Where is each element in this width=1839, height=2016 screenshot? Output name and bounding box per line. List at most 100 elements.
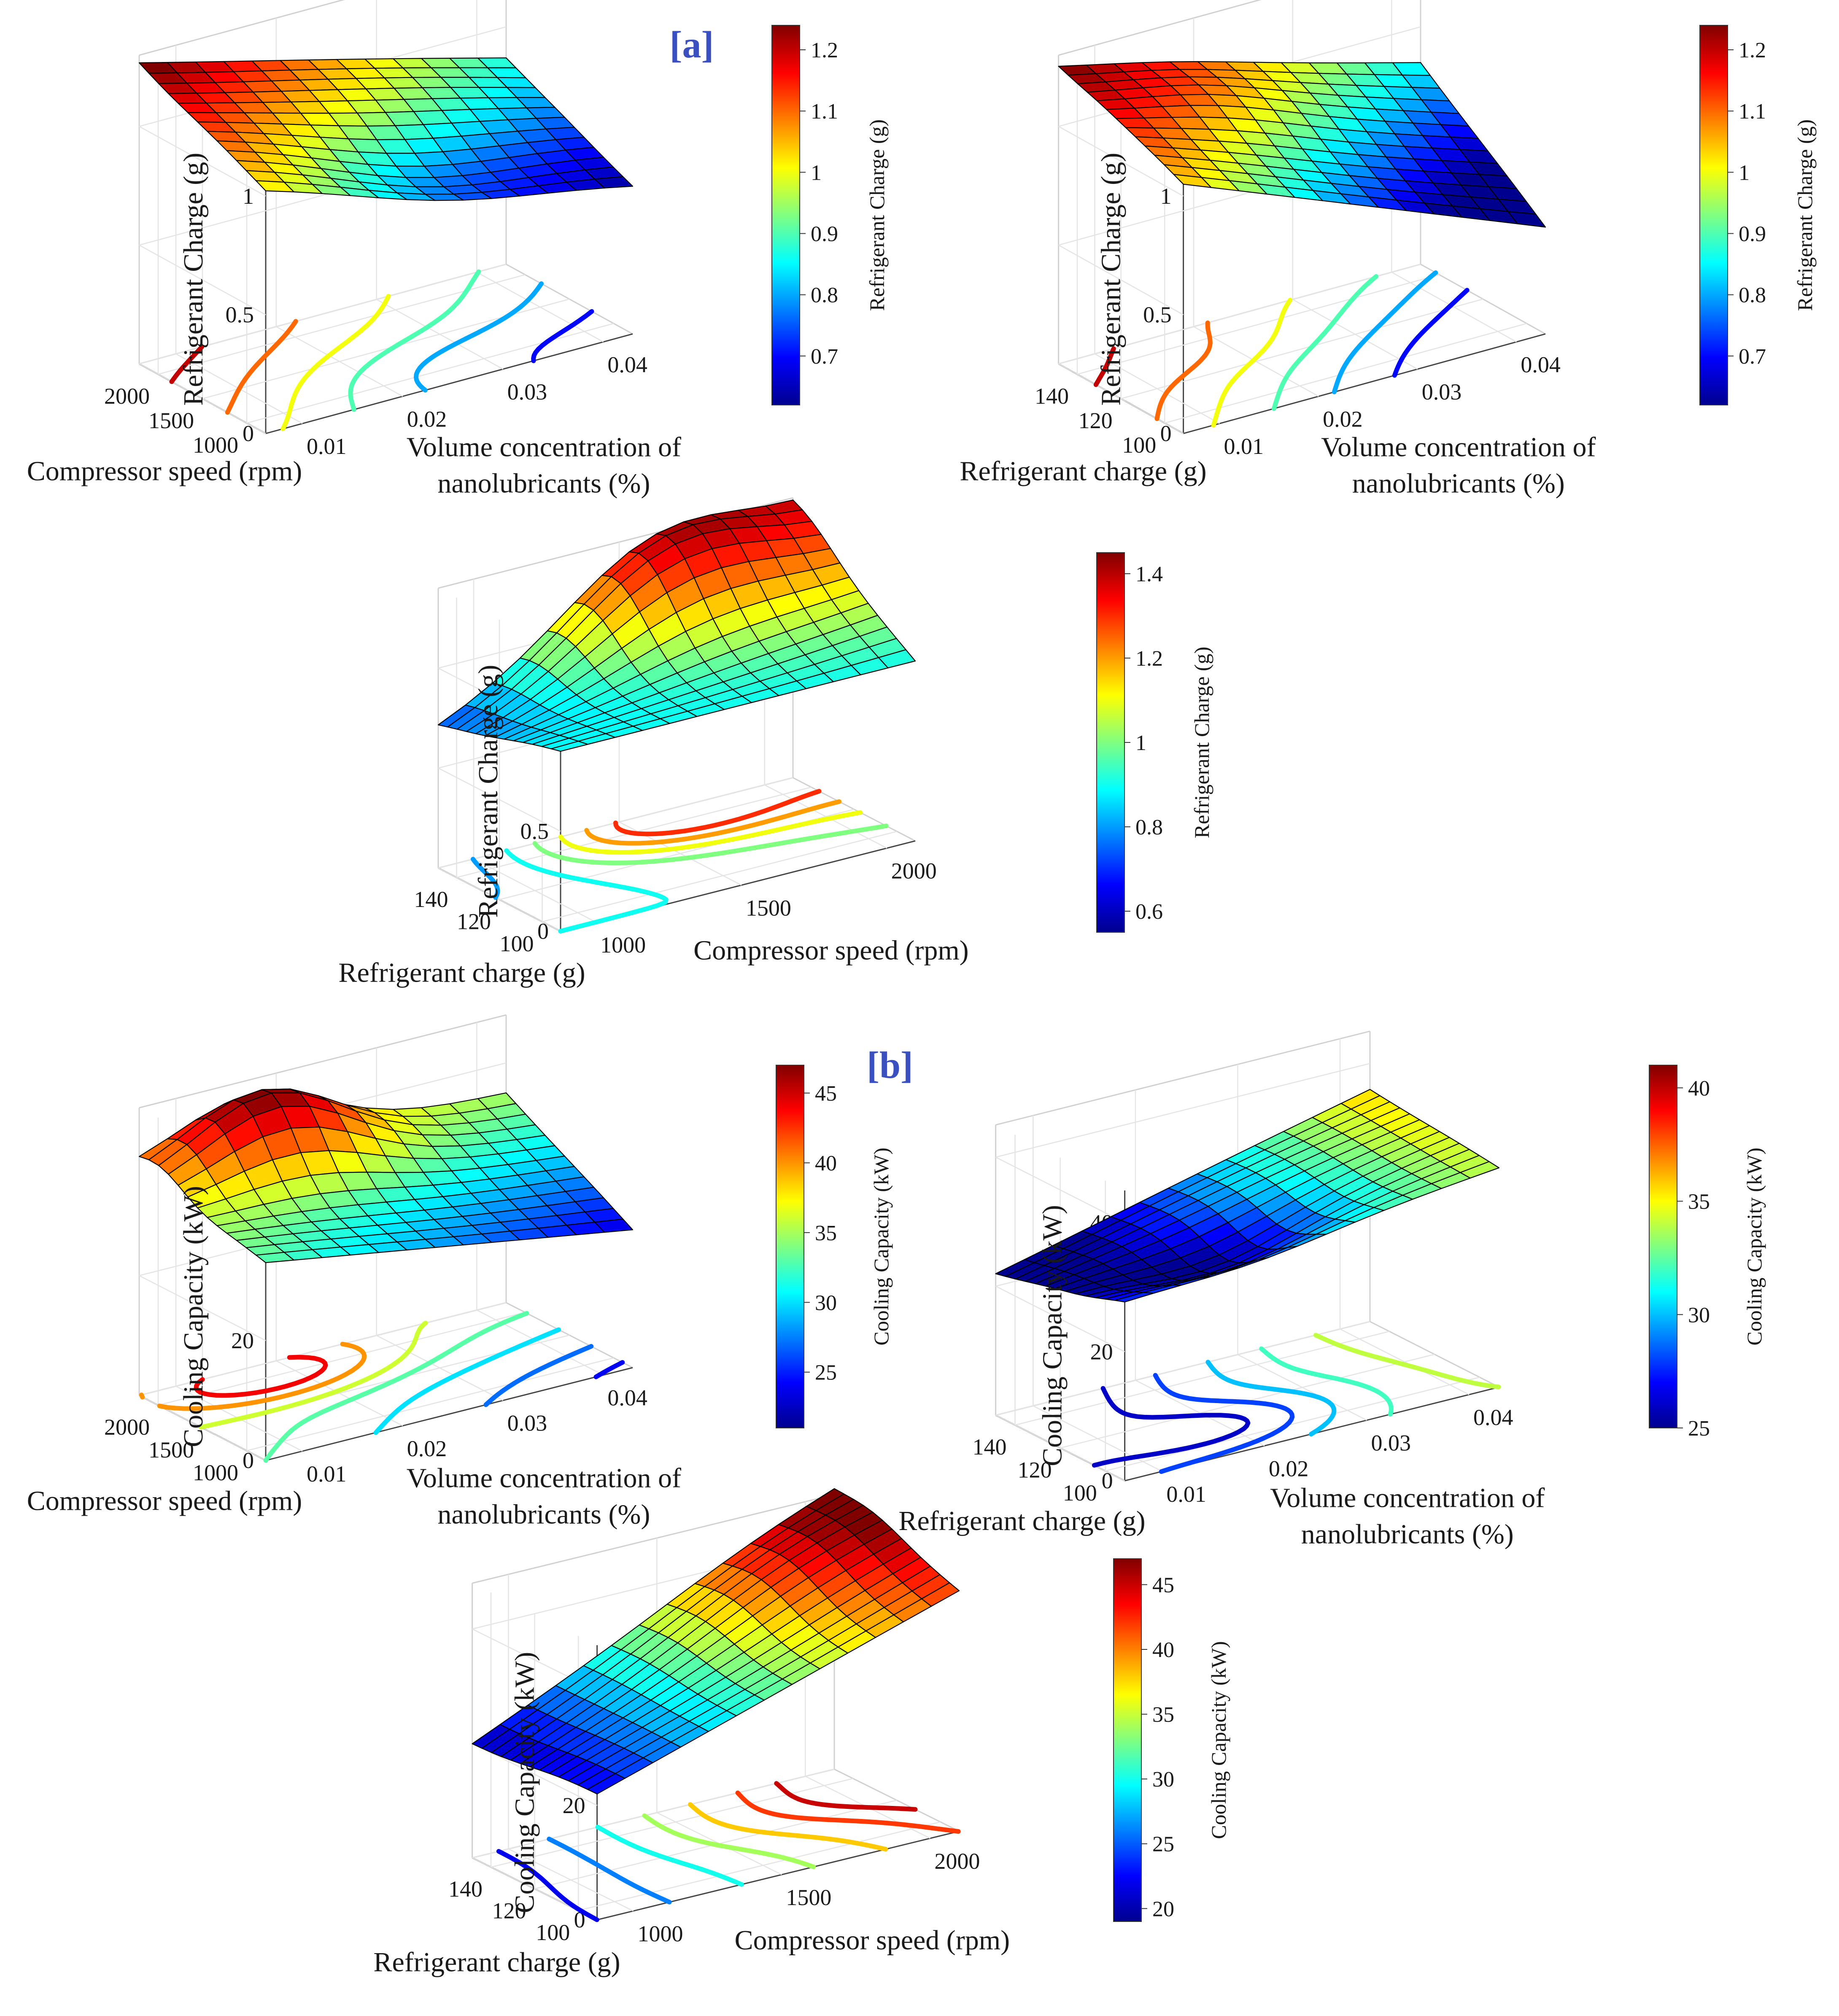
z-tick-label: 1	[243, 184, 254, 209]
colorbar-bar	[1113, 1558, 1142, 1922]
y-axis-line	[597, 1830, 960, 1921]
contour-line	[483, 1344, 594, 1407]
contour-line	[280, 294, 391, 431]
x-tick-label: 1000	[193, 432, 238, 458]
x-tick-label: 100	[1063, 1480, 1097, 1506]
contour-line	[199, 1320, 428, 1430]
colorbar-label: Refrigerant Charge (g)	[1793, 119, 1817, 311]
colorbar-tick-label: 1.1	[1739, 100, 1766, 124]
colorbar: 0.7 0.8 0.9 1 1.1 1.2 Refrigerant Charge (g)	[771, 25, 889, 405]
y-gridline	[476, 272, 604, 343]
colorbar-tick-label: 0.7	[811, 345, 838, 369]
colorbar-tick-label: 40	[1152, 1638, 1174, 1662]
y-gridline	[1237, 1354, 1367, 1421]
contour-line	[593, 1360, 625, 1379]
x-tick-label: 1500	[148, 408, 194, 433]
y-tick-label: 0.01	[1224, 434, 1264, 459]
x-tick-label: 1500	[148, 1437, 194, 1463]
z-axis-label: Refrigerant Charge (g)	[1096, 153, 1127, 406]
x-axis-label: Refrigerant charge (g)	[338, 958, 585, 988]
chart-panel-3: 0 0.5 1 100 120 140 1000 1500 2000 Refrigerant Ch…	[338, 497, 1213, 988]
colorbar-bar	[1649, 1065, 1677, 1428]
y-tick-label: 0.04	[1521, 352, 1561, 377]
y-gridline	[476, 1309, 604, 1376]
colorbar-tick-label: 1.2	[811, 38, 838, 62]
floor-contours	[1093, 270, 1470, 428]
colorbar-tick-label: 40	[815, 1152, 837, 1176]
x-gridline	[1077, 274, 1440, 375]
y-tick-label: 0.03	[507, 379, 547, 405]
y-axis-label: Compressor speed (rpm)	[693, 935, 969, 966]
y-tick-label: 0.04	[607, 1385, 647, 1411]
colorbar-bar	[776, 1065, 804, 1428]
colorbar-tick-label: 1.1	[811, 100, 838, 124]
y-gridline	[1193, 326, 1319, 397]
contour-line	[504, 848, 669, 934]
z-tick-label: 20	[563, 1793, 585, 1818]
contour-line	[1313, 1333, 1501, 1390]
y-tick-label: 0.01	[1166, 1482, 1206, 1507]
surface-patch	[594, 1218, 634, 1233]
y-tick-label: 1500	[786, 1885, 831, 1910]
z-tick-label: 20	[1090, 1339, 1113, 1364]
y-tick-label: 0.03	[1422, 379, 1462, 405]
surface	[437, 499, 916, 752]
contour-line	[1332, 270, 1438, 394]
colorbar-tick-label: 0.9	[811, 222, 838, 246]
y-gridline	[1340, 1328, 1470, 1395]
colorbar-tick-label: 25	[815, 1361, 837, 1385]
y-tick-label: 0.01	[307, 434, 347, 459]
y-gridline	[276, 326, 403, 397]
colorbar-label: Cooling Capacity (kW)	[1742, 1147, 1766, 1345]
section-label-b: [b]	[867, 1044, 913, 1086]
x-tick-label: 2000	[104, 1414, 150, 1440]
surface-patch	[1460, 1161, 1500, 1179]
floor-contours	[1092, 1333, 1501, 1474]
z-gridline	[995, 1063, 1370, 1158]
x-tick-label: 100	[500, 931, 534, 956]
x-tick-label: 140	[414, 887, 448, 912]
y-tick-label: 1000	[600, 932, 646, 958]
z-axis-label: Cooling Capacity (kW)	[510, 1652, 540, 1913]
x-tick-label: 1000	[193, 1460, 238, 1485]
contour-line	[1205, 1360, 1337, 1437]
x-axis-label: Refrigerant charge (g)	[960, 456, 1206, 486]
y-axis-label: Volume concentration of	[1270, 1483, 1545, 1514]
colorbar-label: Cooling Capacity (kW)	[1207, 1641, 1230, 1839]
z-axis-label: Cooling Capacity (kW)	[1037, 1205, 1068, 1466]
x-tick-label: 2000	[104, 383, 150, 409]
contour-line	[496, 1849, 599, 1922]
x-gridline	[1105, 1376, 1480, 1472]
contour-line	[558, 810, 863, 855]
colorbar-bar	[1096, 552, 1125, 933]
contour-line	[348, 269, 481, 412]
chart-panel-5: 0 20 40 100 120 140 0.01 0.02 0.03 0.04 Cooling Ca…	[898, 1031, 1766, 1550]
x-tick-label: 140	[1035, 383, 1069, 409]
surface-patch	[878, 649, 916, 669]
x-tick-label: 100	[536, 1920, 570, 1945]
x-axis-label: Refrigerant charge (g)	[898, 1506, 1145, 1536]
x-gridline	[578, 1821, 941, 1911]
contour-line	[1092, 1386, 1251, 1468]
colorbar-tick-label: 25	[1152, 1832, 1174, 1857]
z-tick-label: 1	[1160, 184, 1172, 209]
y-tick-label: 0.03	[1371, 1430, 1411, 1456]
colorbar-label: Cooling Capacity (kW)	[869, 1147, 893, 1345]
x-axis-label: Refrigerant charge (g)	[373, 1947, 620, 1978]
contour-line	[1211, 297, 1293, 428]
contour-line	[139, 1341, 367, 1411]
y-tick-label: 2000	[891, 858, 937, 884]
colorbar-label: Refrigerant Charge (g)	[1190, 647, 1213, 838]
y-axis-line	[1183, 333, 1546, 435]
z-tick-label: 0	[243, 421, 254, 446]
surface-patch	[921, 1582, 960, 1607]
y-gridline	[376, 299, 504, 370]
y-tick-label: 1500	[746, 895, 791, 920]
contour-line	[225, 319, 298, 415]
colorbar-tick-label: 0.8	[1135, 815, 1163, 839]
y-tick-label: 0.01	[307, 1461, 347, 1487]
z-tick-label: 0.5	[226, 302, 254, 327]
surface	[138, 57, 634, 201]
